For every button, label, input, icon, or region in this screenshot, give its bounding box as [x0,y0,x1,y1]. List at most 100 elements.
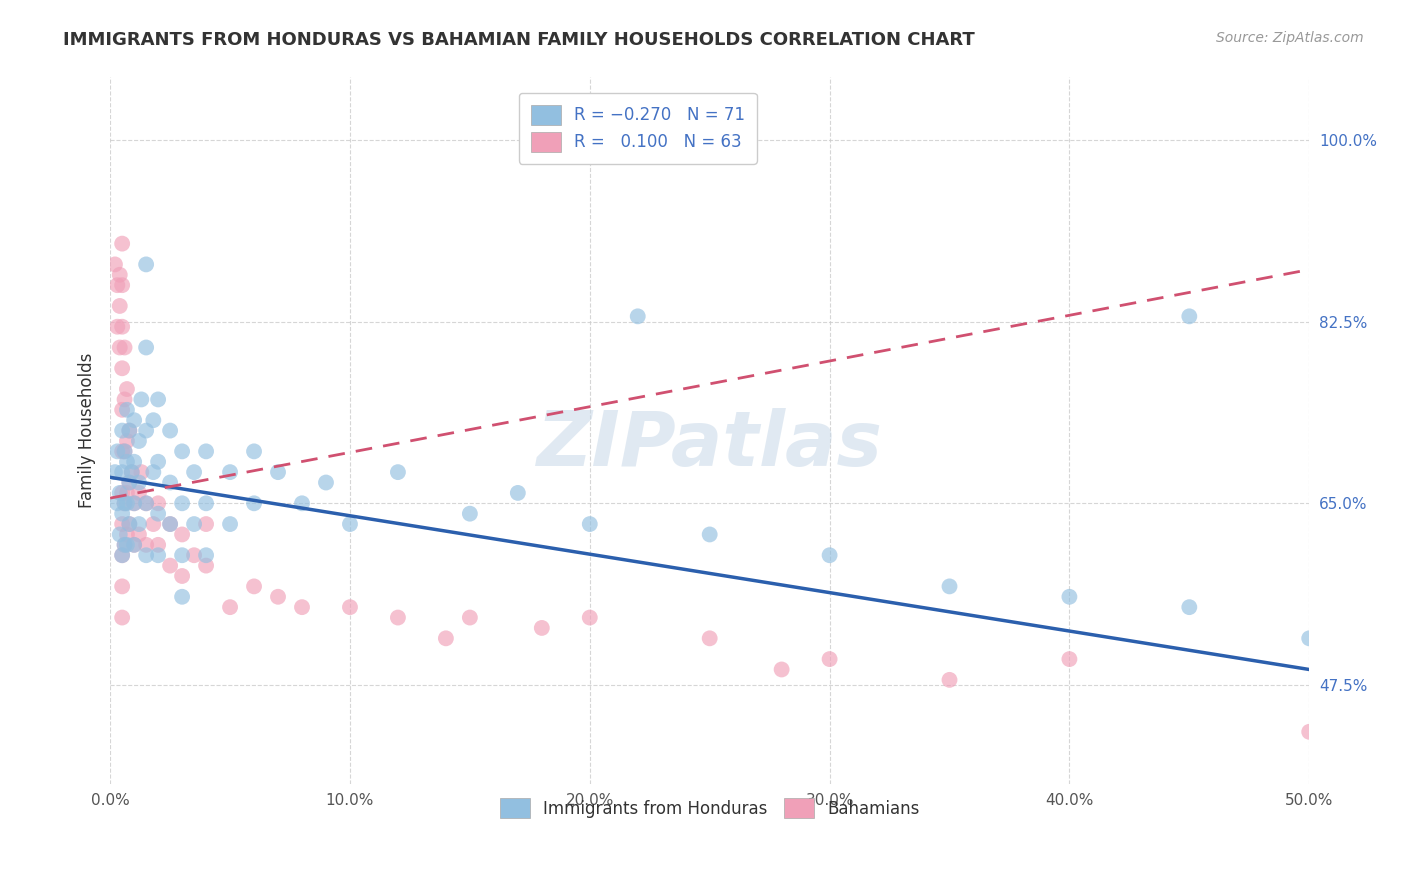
Point [108,299,131,313]
Point [142,413,165,427]
Point [1059,652,1081,666]
Point [105,319,128,334]
Point [1298,724,1320,739]
Point [128,527,150,541]
Point [195,558,218,573]
Point [105,278,128,293]
Point [122,496,145,510]
Point [243,496,266,510]
Point [111,486,134,500]
Point [128,434,150,448]
Point [1298,632,1320,646]
Point [118,517,141,532]
Point [195,496,218,510]
Point [159,475,181,490]
Point [115,527,138,541]
Point [699,527,721,541]
Point [387,465,409,479]
Point [135,496,157,510]
Point [115,496,138,510]
Point [114,392,136,407]
Point [142,517,165,532]
Point [115,455,138,469]
Point [104,257,127,271]
Text: ZIPatlas: ZIPatlas [537,408,883,482]
Point [339,517,361,532]
Point [530,621,553,635]
Point [111,424,134,438]
Point [195,548,218,562]
Point [111,236,134,251]
Point [122,538,145,552]
Point [172,496,194,510]
Point [1178,600,1201,615]
Point [108,268,131,282]
Point [578,517,600,532]
Point [172,569,194,583]
Point [146,507,169,521]
Point [105,496,128,510]
Point [219,517,242,532]
Point [111,610,134,624]
Point [627,310,650,324]
Point [114,341,136,355]
Point [159,517,181,532]
Point [111,579,134,593]
Point [115,434,138,448]
Point [387,610,409,624]
Point [291,496,314,510]
Point [1178,310,1201,324]
Point [128,517,150,532]
Point [135,341,157,355]
Point [118,475,141,490]
Point [135,548,157,562]
Point [159,424,181,438]
Point [458,507,481,521]
Point [111,517,134,532]
Point [111,361,134,376]
Point [699,632,721,646]
Point [118,475,141,490]
Point [111,548,134,562]
Point [104,465,127,479]
Point [108,486,131,500]
Point [159,558,181,573]
Point [118,424,141,438]
Point [111,465,134,479]
Point [219,465,242,479]
Point [111,548,134,562]
Point [131,392,153,407]
Text: IMMIGRANTS FROM HONDURAS VS BAHAMIAN FAMILY HOUSEHOLDS CORRELATION CHART: IMMIGRANTS FROM HONDURAS VS BAHAMIAN FAM… [63,31,974,49]
Point [135,257,157,271]
Point [115,486,138,500]
Point [111,444,134,458]
Point [458,610,481,624]
Point [291,600,314,615]
Point [114,496,136,510]
Point [146,538,169,552]
Point [146,548,169,562]
Point [131,465,153,479]
Point [146,496,169,510]
Point [770,663,793,677]
Point [195,517,218,532]
Point [818,652,841,666]
Point [818,548,841,562]
Point [122,413,145,427]
Point [172,548,194,562]
Point [128,475,150,490]
Point [111,319,134,334]
Point [183,548,205,562]
Point [122,496,145,510]
Point [315,475,337,490]
Point [114,444,136,458]
Point [111,507,134,521]
Point [142,465,165,479]
Point [578,610,600,624]
Point [114,538,136,552]
Point [135,424,157,438]
Point [122,455,145,469]
Point [121,465,143,479]
Point [115,402,138,417]
Point [135,496,157,510]
